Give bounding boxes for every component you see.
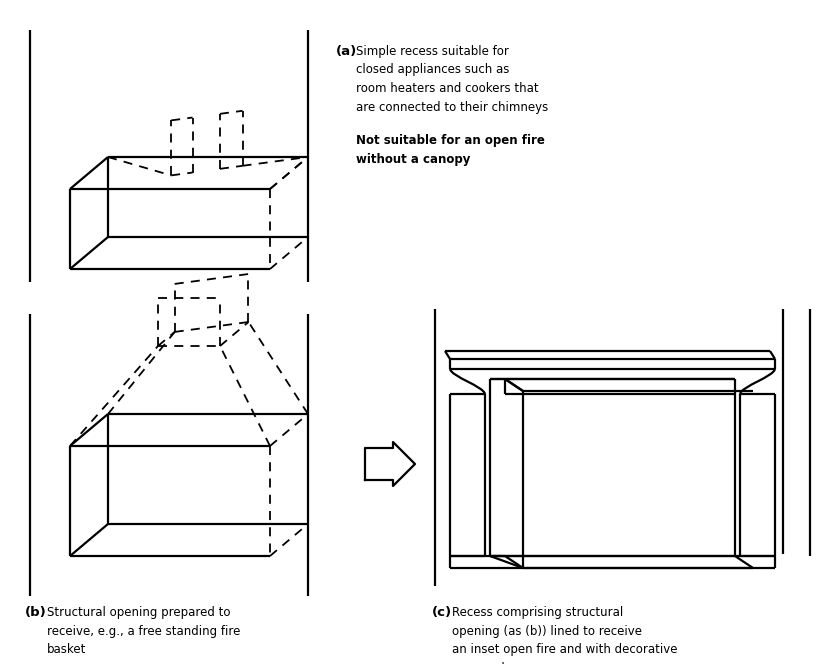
Text: Structural opening prepared to
receive, e.g., a free standing fire
basket: Structural opening prepared to receive, … (47, 606, 240, 656)
Text: (a): (a) (336, 45, 357, 58)
Text: (b): (b) (25, 606, 47, 619)
Text: (c): (c) (432, 606, 451, 619)
Text: Simple recess suitable for
closed appliances such as
room heaters and cookers th: Simple recess suitable for closed applia… (355, 45, 548, 114)
Text: Not suitable for an open fire
without a canopy: Not suitable for an open fire without a … (355, 134, 544, 165)
Text: Recess comprising structural
opening (as (b)) lined to receive
an inset open fir: Recess comprising structural opening (as… (451, 606, 676, 664)
